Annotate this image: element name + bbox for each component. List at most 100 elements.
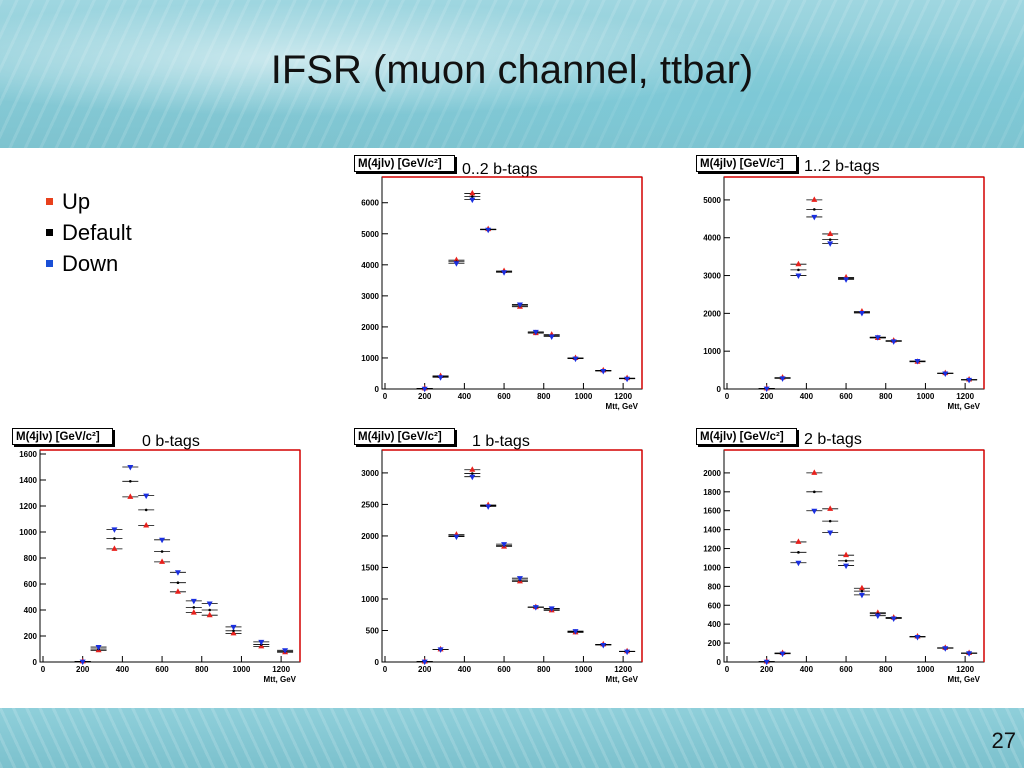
- data-point-down: [600, 642, 607, 649]
- x-tick-label: 400: [116, 665, 130, 674]
- y-tick-label: 1000: [361, 595, 379, 604]
- plot-frame: [381, 449, 643, 663]
- chart-panel-2-btags: M(4jlν) [GeV/c²] 2 b-tags 0 200 400 600 800 1…: [696, 428, 992, 698]
- plot-frame: [39, 449, 301, 663]
- data-point-up: [827, 505, 834, 511]
- data-point-down: [942, 646, 949, 652]
- data-point-down: [206, 601, 213, 607]
- data-point-default: [471, 195, 474, 198]
- x-tick-label: 1200: [614, 665, 632, 674]
- data-point-up: [453, 256, 460, 263]
- x-tick-label: 0: [383, 665, 388, 674]
- x-tick-label: 1000: [575, 392, 593, 401]
- y-tick-label: 0: [33, 658, 38, 667]
- x-tick-label: 400: [458, 392, 472, 401]
- chart-panel-0-btags: M(4jlν) [GeV/c²] 0 b-tags 0 200 400 600 800 1…: [12, 428, 308, 698]
- data-point-down: [572, 629, 579, 635]
- data-point-down: [485, 504, 492, 510]
- data-point-down: [874, 335, 881, 341]
- data-point-down: [811, 214, 818, 221]
- x-tick-label: 600: [839, 665, 853, 674]
- data-point-down: [827, 530, 834, 536]
- legend: Up Default Down: [46, 186, 132, 279]
- x-tick-label: 0: [383, 392, 388, 401]
- data-point-up: [795, 538, 802, 544]
- data-point-down: [190, 598, 197, 605]
- x-tick-label: 1200: [272, 665, 290, 674]
- data-point-down: [890, 616, 897, 623]
- legend-item-default: Default: [46, 217, 132, 248]
- data-point-down: [966, 377, 973, 384]
- y-tick-label: 600: [708, 601, 722, 610]
- data-point-down: [127, 465, 134, 471]
- plot-frame: [381, 176, 643, 390]
- x-tick-label: 400: [800, 665, 814, 674]
- y-tick-label: 1000: [19, 528, 37, 537]
- x-tick-label: 600: [497, 392, 511, 401]
- x-tick-label: 1000: [917, 665, 935, 674]
- data-point-down: [469, 474, 476, 481]
- y-tick-label: 1200: [19, 502, 37, 511]
- data-point-down: [548, 606, 555, 612]
- x-tick-label: 0: [41, 665, 46, 674]
- footer-background: [0, 708, 1024, 768]
- data-point-down: [966, 651, 973, 657]
- y-tick-label: 500: [366, 626, 380, 635]
- data-point-down: [532, 605, 539, 611]
- y-tick-label: 200: [24, 632, 38, 641]
- y-tick-label: 1400: [703, 526, 721, 535]
- legend-item-up: Up: [46, 186, 132, 217]
- histogram-plot: 0 200 400 600 800 1000 1200 1400 1600 1800 2000 0 20…: [703, 449, 985, 684]
- x-tick-label: 800: [537, 665, 551, 674]
- data-point-down: [437, 375, 444, 381]
- histogram-title: M(4jlν) [GeV/c²]: [12, 428, 113, 445]
- histogram-title: M(4jlν) [GeV/c²]: [354, 155, 455, 172]
- data-point-down: [501, 542, 508, 548]
- x-tick-label: 800: [195, 665, 209, 674]
- data-point-default: [844, 559, 848, 563]
- y-tick-label: 1500: [361, 563, 379, 572]
- square-bullet-icon: [46, 198, 53, 205]
- data-point-down: [501, 270, 508, 276]
- data-point-down: [437, 647, 444, 653]
- x-tick-label: 1200: [956, 392, 974, 401]
- histogram-plot: 0 1000 2000 3000 4000 5000 6000 0 200 400 600 800 10…: [361, 176, 643, 411]
- data-point-up: [159, 558, 166, 564]
- chart-panel-1-btags: M(4jlν) [GeV/c²] 1 b-tags 0 500 1000 1500 20…: [354, 428, 650, 698]
- y-tick-label: 1000: [703, 347, 721, 356]
- y-tick-label: 0: [717, 385, 722, 394]
- x-tick-label: 400: [800, 392, 814, 401]
- y-tick-label: 1800: [703, 488, 721, 497]
- data-point-default: [797, 551, 800, 554]
- data-point-down: [624, 649, 631, 656]
- y-tick-label: 2000: [361, 532, 379, 541]
- chart-panel-1-2-btags: M(4jlν) [GeV/c²] 1..2 b-tags 0 1000 2000 30…: [696, 155, 992, 425]
- data-point-down: [485, 227, 492, 234]
- data-point-up: [469, 466, 476, 472]
- btag-label: 0..2 b-tags: [462, 161, 538, 178]
- data-point-down: [469, 197, 476, 204]
- data-point-default: [860, 589, 864, 593]
- data-point-up: [811, 196, 818, 202]
- data-point-up: [206, 611, 213, 618]
- data-point-down: [763, 386, 770, 393]
- x-tick-label: 600: [497, 665, 511, 674]
- data-point-down: [914, 359, 921, 365]
- data-point-up: [858, 584, 865, 591]
- data-point-up: [230, 629, 237, 636]
- x-tick-label: 200: [418, 665, 432, 674]
- data-point-down: [779, 376, 786, 382]
- data-point-up: [827, 230, 834, 236]
- y-tick-label: 3000: [361, 292, 379, 301]
- y-tick-label: 400: [708, 620, 722, 629]
- y-tick-label: 2500: [361, 500, 379, 509]
- y-tick-label: 1200: [703, 545, 721, 554]
- data-point-default: [232, 629, 235, 633]
- y-tick-label: 1400: [19, 476, 37, 485]
- data-point-up: [111, 545, 118, 551]
- histogram-title: M(4jlν) [GeV/c²]: [354, 428, 455, 445]
- data-point-down: [453, 534, 460, 541]
- data-point-up: [811, 469, 818, 475]
- y-tick-label: 4000: [361, 261, 379, 270]
- data-point-down: [795, 560, 802, 567]
